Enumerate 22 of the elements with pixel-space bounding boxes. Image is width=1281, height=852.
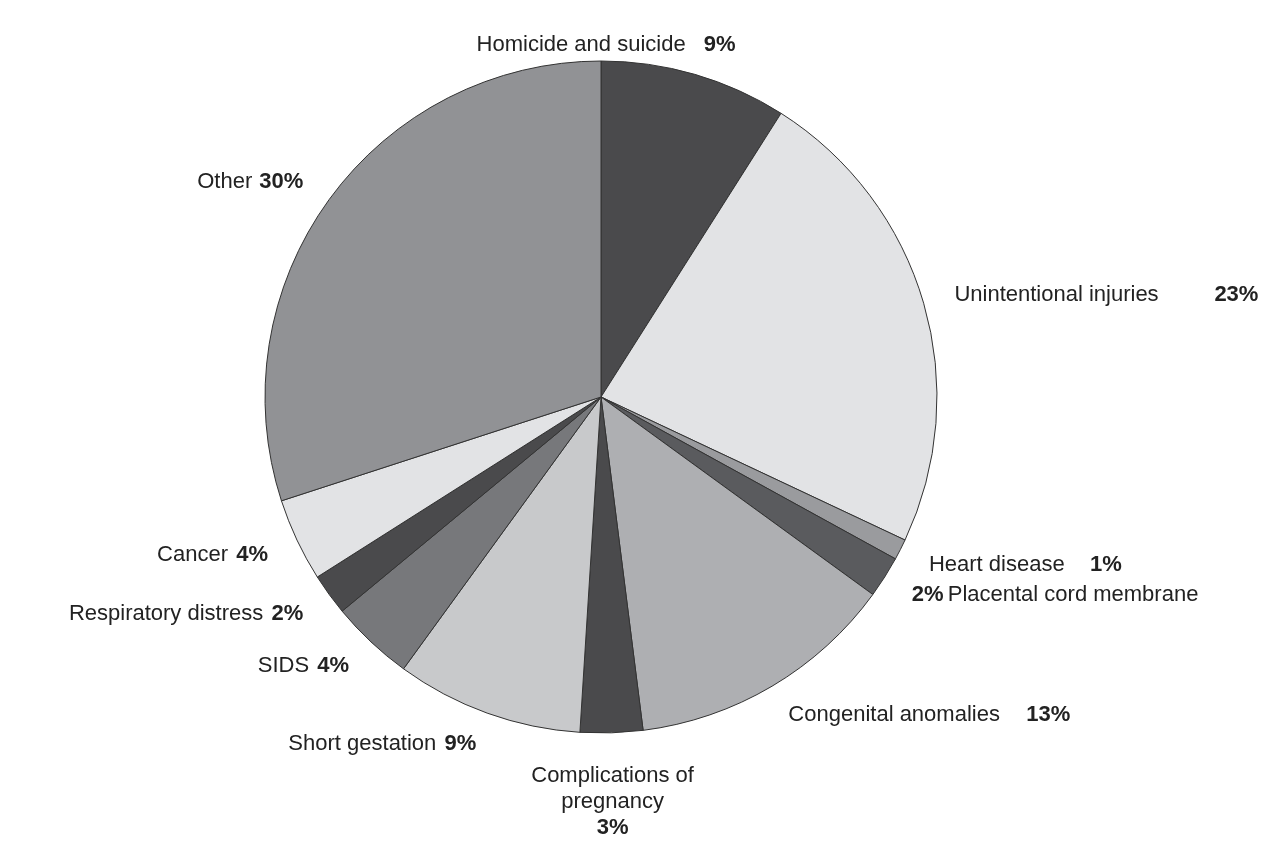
data-label: 4%	[236, 540, 269, 566]
slice-label: Unintentional injuries	[954, 281, 1159, 307]
data-label: 2%	[271, 600, 304, 626]
data-label: 1%	[1089, 551, 1122, 577]
data-label: 3%	[596, 813, 629, 839]
slice-label: Short gestation	[288, 730, 437, 756]
slice-label: Cancer	[157, 540, 229, 566]
data-label: 30%	[259, 167, 304, 193]
slice-label: Placental cord membrane	[947, 581, 1199, 607]
data-label: 9%	[444, 730, 477, 756]
data-label: 13%	[1026, 700, 1071, 726]
slice-label: Respiratory distress	[68, 600, 264, 626]
slice-label: Heart disease	[928, 551, 1065, 577]
data-label: 2%	[911, 581, 944, 607]
slice-label: SIDS	[257, 652, 310, 678]
slice-label: Complications of pregnancy	[531, 761, 695, 813]
slice-label: Homicide and suicide	[476, 30, 686, 56]
slice-label: Other	[197, 167, 253, 193]
slice-label: Congenital anomalies	[788, 700, 1000, 726]
data-label: 9%	[703, 30, 736, 56]
data-label: 23%	[1214, 281, 1259, 307]
data-label: 4%	[317, 652, 350, 678]
